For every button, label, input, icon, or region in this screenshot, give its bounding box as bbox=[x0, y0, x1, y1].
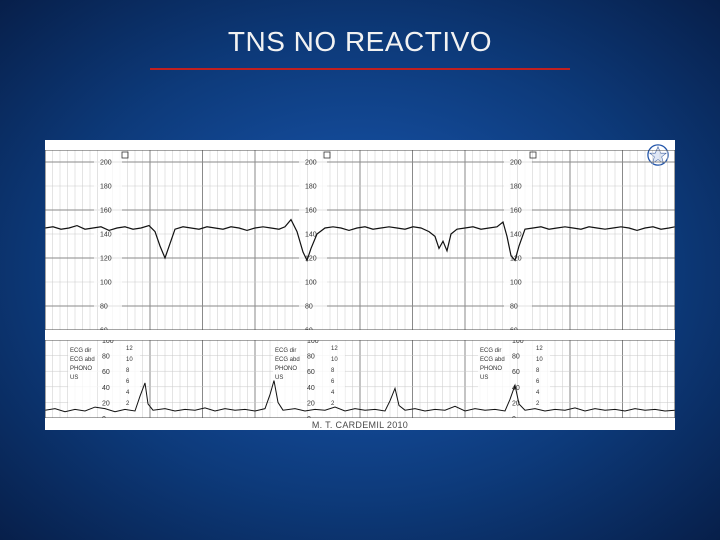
svg-text:160: 160 bbox=[100, 208, 112, 215]
svg-text:ECG dir: ECG dir bbox=[275, 348, 296, 354]
page-title: TNS NO REACTIVO bbox=[150, 26, 570, 58]
svg-text:US: US bbox=[275, 375, 283, 381]
svg-text:200: 200 bbox=[305, 160, 317, 167]
svg-text:100: 100 bbox=[305, 280, 317, 287]
svg-text:180: 180 bbox=[100, 184, 112, 191]
svg-text:100: 100 bbox=[307, 340, 319, 345]
svg-text:100: 100 bbox=[100, 280, 112, 287]
toco-chart: ECG dirECG abdPHONOUS1008060402001210864… bbox=[45, 340, 675, 418]
ctg-figure: 6080100120140160180200608010012014016018… bbox=[45, 140, 675, 430]
toco-panel: ECG dirECG abdPHONOUS1008060402001210864… bbox=[45, 340, 675, 418]
svg-text:ECG abd: ECG abd bbox=[275, 357, 300, 363]
svg-text:140: 140 bbox=[510, 232, 522, 239]
svg-text:80: 80 bbox=[305, 304, 313, 311]
slide: TNS NO REACTIVO 60 80 100 120 140 160 180 200 60… bbox=[0, 0, 720, 540]
fhr-panel: 6080100120140160180200608010012014016018… bbox=[45, 150, 675, 330]
divider bbox=[150, 68, 570, 70]
svg-text:12: 12 bbox=[536, 346, 543, 352]
svg-text:ECG abd: ECG abd bbox=[480, 357, 505, 363]
svg-text:40: 40 bbox=[307, 385, 315, 392]
fhr-chart: 6080100120140160180200608010012014016018… bbox=[45, 150, 675, 330]
svg-text:20: 20 bbox=[307, 400, 315, 407]
svg-text:180: 180 bbox=[305, 184, 317, 191]
svg-text:ECG abd: ECG abd bbox=[70, 357, 95, 363]
title-block: TNS NO REACTIVO bbox=[150, 26, 570, 70]
svg-text:12: 12 bbox=[331, 346, 338, 352]
svg-text:60: 60 bbox=[102, 369, 110, 376]
svg-text:140: 140 bbox=[100, 232, 112, 239]
svg-text:PHONO: PHONO bbox=[480, 366, 502, 372]
svg-text:ECG dir: ECG dir bbox=[70, 348, 91, 354]
svg-text:160: 160 bbox=[305, 208, 317, 215]
svg-text:20: 20 bbox=[102, 400, 110, 407]
svg-text:ECG dir: ECG dir bbox=[480, 348, 501, 354]
svg-text:200: 200 bbox=[100, 160, 112, 167]
svg-text:10: 10 bbox=[331, 357, 338, 363]
svg-text:12: 12 bbox=[126, 346, 133, 352]
svg-text:PHONO: PHONO bbox=[275, 366, 297, 372]
svg-text:US: US bbox=[480, 375, 488, 381]
svg-text:200: 200 bbox=[510, 160, 522, 167]
svg-text:80: 80 bbox=[307, 354, 315, 361]
svg-text:100: 100 bbox=[512, 340, 524, 345]
svg-text:10: 10 bbox=[536, 357, 543, 363]
svg-text:160: 160 bbox=[510, 208, 522, 215]
svg-text:120: 120 bbox=[100, 256, 112, 263]
svg-text:80: 80 bbox=[510, 304, 518, 311]
svg-text:US: US bbox=[70, 375, 78, 381]
svg-text:100: 100 bbox=[510, 280, 522, 287]
svg-text:PHONO: PHONO bbox=[70, 366, 92, 372]
svg-text:40: 40 bbox=[102, 385, 110, 392]
svg-text:60: 60 bbox=[512, 369, 520, 376]
svg-text:60: 60 bbox=[307, 369, 315, 376]
svg-text:80: 80 bbox=[102, 354, 110, 361]
footer-text: M. T. CARDEMIL 2010 bbox=[312, 420, 408, 430]
svg-text:100: 100 bbox=[102, 340, 114, 345]
svg-text:80: 80 bbox=[512, 354, 520, 361]
svg-text:10: 10 bbox=[126, 357, 133, 363]
svg-text:80: 80 bbox=[100, 304, 108, 311]
svg-text:180: 180 bbox=[510, 184, 522, 191]
